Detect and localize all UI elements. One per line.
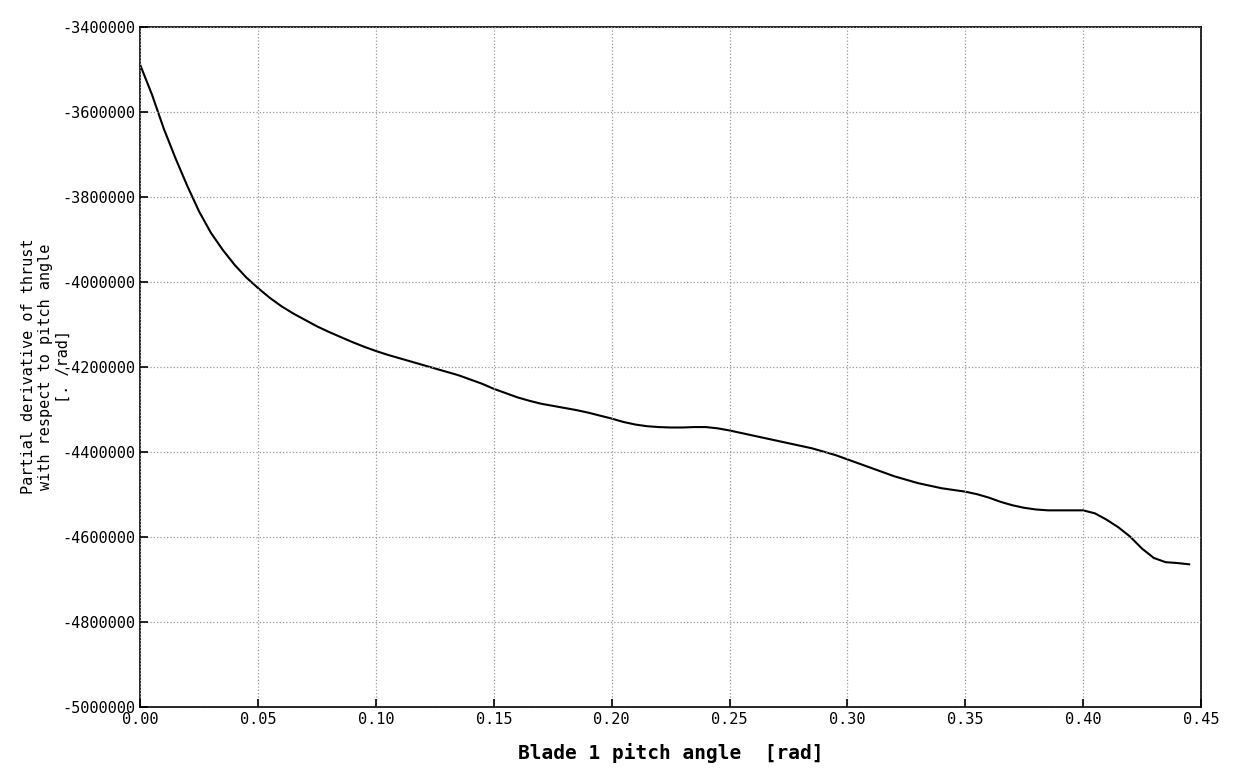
Y-axis label: Partial derivative of thrust
with respect to pitch angle
[. /rad]: Partial derivative of thrust with respec… bbox=[21, 239, 71, 495]
X-axis label: Blade 1 pitch angle  [rad]: Blade 1 pitch angle [rad] bbox=[518, 743, 823, 763]
